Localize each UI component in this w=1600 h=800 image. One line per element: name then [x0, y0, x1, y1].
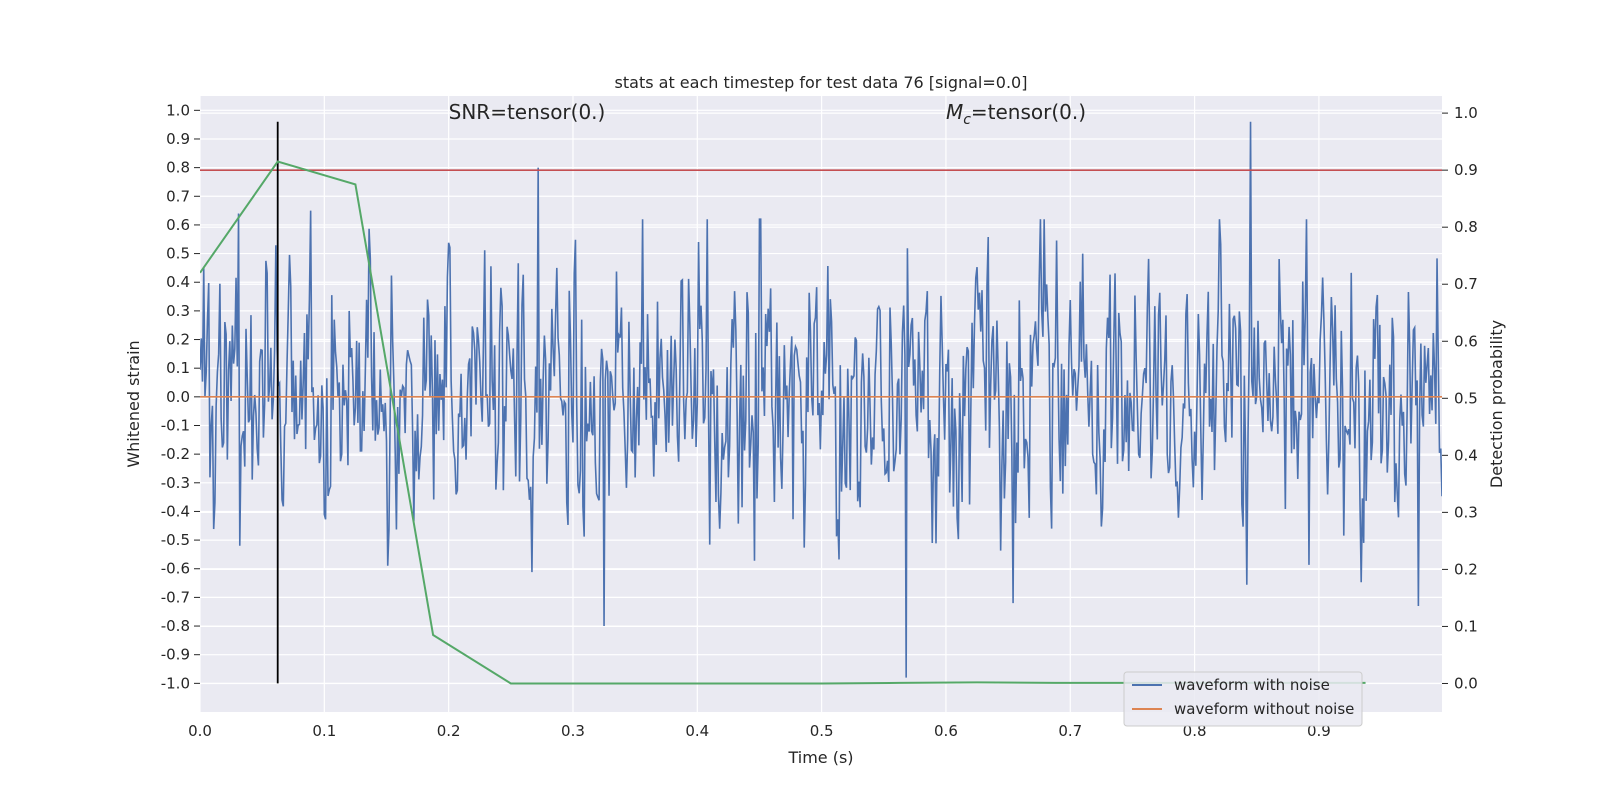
y-tick-label: 1.0: [166, 101, 190, 119]
y-tick-label: -0.3: [161, 474, 190, 492]
y-tick-label: 0.3: [166, 302, 190, 320]
x-tick-labels: 0.0 0.1 0.2 0.3 0.4 0.5 0.6 0.7 0.8 0.9: [188, 722, 1331, 740]
series-waveform-with-noise: [200, 121, 1442, 678]
x-tick-label: 0.6: [934, 722, 958, 740]
y2-tick-labels: 1.0 0.9 0.8 0.7 0.6 0.5 0.4 0.3 0.2 0.1 0.0: [1442, 104, 1478, 692]
y-axis-label: Whitened strain: [124, 340, 143, 467]
y2-tick-label: 0.8: [1454, 218, 1478, 236]
y2-tick-label: 0.0: [1454, 674, 1478, 692]
y2-axis-label: Detection probability: [1487, 320, 1506, 488]
y-tick-labels: 1.0 0.9 0.8 0.7 0.6 0.5 0.4 0.3 0.2 0.1 0.0 -0.1 -0.…: [161, 101, 200, 692]
x-tick-label: 0.5: [810, 722, 834, 740]
y-tick-label: 0.0: [166, 388, 190, 406]
y-tick-label: -0.4: [161, 502, 190, 520]
x-tick-label: 0.3: [561, 722, 585, 740]
y2-tick-label: 0.2: [1454, 560, 1478, 578]
y-tick-label: 0.6: [166, 216, 190, 234]
y2-tick-label: 0.9: [1454, 161, 1478, 179]
x-tick-label: 0.0: [188, 722, 212, 740]
y-tick-label: -0.6: [161, 560, 190, 578]
y-tick-label: 0.7: [166, 187, 190, 205]
y-tick-label: -0.5: [161, 531, 190, 549]
mc-annotation-suffix: =tensor(0.): [971, 100, 1086, 124]
x-tick-label: 0.2: [437, 722, 461, 740]
legend-label-clean: waveform without noise: [1174, 700, 1354, 718]
data-layer: [200, 121, 1442, 685]
snr-annotation: SNR=tensor(0.): [449, 100, 606, 124]
x-tick-label: 0.4: [685, 722, 709, 740]
mc-annotation: Mc=tensor(0.): [946, 100, 1086, 128]
y-tick-label: -0.9: [161, 646, 190, 664]
y-tick-label: -0.8: [161, 617, 190, 635]
x-axis-label: Time (s): [787, 748, 853, 767]
y-tick-label: 0.2: [166, 331, 190, 349]
y-tick-label: -0.2: [161, 445, 190, 463]
y-tick-label: 0.5: [166, 245, 190, 263]
y-tick-label: 0.9: [166, 130, 190, 148]
legend-label-noise: waveform with noise: [1174, 676, 1330, 694]
legend-box: [1123, 671, 1363, 727]
mc-annotation-prefix: M: [946, 100, 963, 124]
y-tick-label: -0.7: [161, 588, 190, 606]
y2-tick-label: 0.7: [1454, 275, 1478, 293]
y2-tick-label: 0.4: [1454, 446, 1478, 464]
y2-tick-label: 0.5: [1454, 389, 1478, 407]
y-tick-label: 0.4: [166, 273, 190, 291]
legend: waveform with noise waveform without noi…: [1123, 671, 1363, 727]
x-tick-label: 0.1: [312, 722, 336, 740]
y2-tick-label: 0.3: [1454, 503, 1478, 521]
chart-title: stats at each timestep for test data 76 …: [615, 73, 1028, 92]
y-tick-label: -0.1: [161, 416, 190, 434]
mc-annotation-subscript: c: [963, 112, 971, 128]
x-tick-label: 0.7: [1058, 722, 1082, 740]
y2-tick-label: 0.1: [1454, 617, 1478, 635]
y2-tick-label: 1.0: [1454, 104, 1478, 122]
y-tick-label: 0.8: [166, 159, 190, 177]
y-tick-label: -1.0: [161, 674, 190, 692]
y2-tick-label: 0.6: [1454, 332, 1478, 350]
y-tick-label: 0.1: [166, 359, 190, 377]
